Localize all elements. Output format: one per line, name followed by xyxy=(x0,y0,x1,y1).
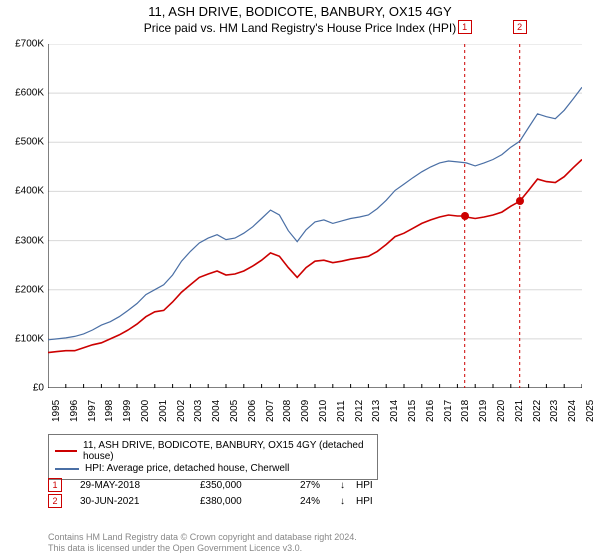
transaction-note: HPI xyxy=(356,496,396,507)
x-tick-label: 2009 xyxy=(300,400,311,422)
legend-swatch xyxy=(55,468,79,470)
x-tick-label: 2005 xyxy=(229,400,240,422)
legend-swatch xyxy=(55,450,77,452)
x-tick-label: 2003 xyxy=(193,400,204,422)
x-tick-label: 1999 xyxy=(122,400,133,422)
x-tick-label: 2024 xyxy=(567,400,578,422)
transaction-point xyxy=(516,197,524,205)
y-tick-label: £200K xyxy=(15,284,44,295)
x-tick-label: 2011 xyxy=(336,400,347,422)
transaction-row: 1 29-MAY-2018£350,00027%↓HPI xyxy=(48,478,548,492)
x-tick-label: 2004 xyxy=(211,400,222,422)
y-tick-label: £300K xyxy=(15,235,44,246)
page-title: 11, ASH DRIVE, BODICOTE, BANBURY, OX15 4… xyxy=(0,0,600,19)
x-tick-label: 2014 xyxy=(389,400,400,422)
y-tick-label: £400K xyxy=(15,186,44,197)
y-tick-label: £100K xyxy=(15,333,44,344)
x-tick-label: 2020 xyxy=(496,400,507,422)
x-tick-label: 2018 xyxy=(460,400,471,422)
x-axis: 1995 1996 1997 1998 1999 2000 2001 2002 2003 2004… xyxy=(48,390,582,434)
x-tick-label: 2021 xyxy=(514,400,525,422)
x-tick-label: 2002 xyxy=(176,400,187,422)
y-tick-label: £700K xyxy=(15,39,44,50)
legend-label: 11, ASH DRIVE, BODICOTE, BANBURY, OX15 4… xyxy=(83,440,371,462)
transaction-label-box: 2 xyxy=(513,20,527,34)
y-tick-label: £500K xyxy=(15,137,44,148)
x-tick-label: 2007 xyxy=(265,400,276,422)
x-tick-label: 2006 xyxy=(247,400,258,422)
transaction-row: 2 30-JUN-2021£380,00024%↓HPI xyxy=(48,494,548,508)
transaction-pct: 24% xyxy=(300,496,340,507)
x-tick-label: 2025 xyxy=(585,400,596,422)
x-tick-label: 1998 xyxy=(104,400,115,422)
legend-row: 11, ASH DRIVE, BODICOTE, BANBURY, OX15 4… xyxy=(55,440,371,462)
x-tick-label: 2010 xyxy=(318,400,329,422)
attribution-line: This data is licensed under the Open Gov… xyxy=(48,543,357,554)
attribution-line: Contains HM Land Registry data © Crown c… xyxy=(48,532,357,543)
transaction-price: £380,000 xyxy=(200,496,300,507)
x-tick-label: 2000 xyxy=(140,400,151,422)
transaction-list: 1 29-MAY-2018£350,00027%↓HPI 2 30-JUN-2021£… xyxy=(48,476,548,510)
x-tick-label: 2022 xyxy=(532,400,543,422)
attribution: Contains HM Land Registry data © Crown c… xyxy=(48,532,357,555)
y-tick-label: £0 xyxy=(33,383,44,394)
transaction-note: HPI xyxy=(356,480,396,491)
transaction-label-box: 1 xyxy=(458,20,472,34)
transaction-price: £350,000 xyxy=(200,480,300,491)
y-axis: £0£100K£200K£300K£400K£500K£600K£700K xyxy=(0,44,48,388)
x-tick-label: 2008 xyxy=(282,400,293,422)
transaction-number-box: 1 xyxy=(48,478,62,492)
legend-label: HPI: Average price, detached house, Cher… xyxy=(85,463,289,474)
chart-plot-area: 12 xyxy=(48,44,582,388)
x-tick-label: 2017 xyxy=(443,400,454,422)
transaction-pct: 27% xyxy=(300,480,340,491)
legend-row: HPI: Average price, detached house, Cher… xyxy=(55,463,371,474)
transaction-number-box: 2 xyxy=(48,494,62,508)
x-tick-label: 2023 xyxy=(549,400,560,422)
page-subtitle: Price paid vs. HM Land Registry's House … xyxy=(0,19,600,35)
x-tick-label: 2001 xyxy=(158,400,169,422)
x-tick-label: 2013 xyxy=(371,400,382,422)
x-tick-label: 2015 xyxy=(407,400,418,422)
x-tick-label: 2019 xyxy=(478,400,489,422)
y-tick-label: £600K xyxy=(15,88,44,99)
x-tick-label: 1996 xyxy=(69,400,80,422)
transaction-arrow: ↓ xyxy=(340,496,356,507)
x-tick-label: 1997 xyxy=(87,400,98,422)
transaction-date: 30-JUN-2021 xyxy=(80,496,200,507)
legend-box: 11, ASH DRIVE, BODICOTE, BANBURY, OX15 4… xyxy=(48,434,378,480)
x-tick-label: 2016 xyxy=(425,400,436,422)
transaction-date: 29-MAY-2018 xyxy=(80,480,200,491)
x-tick-label: 2012 xyxy=(354,400,365,422)
transaction-arrow: ↓ xyxy=(340,480,356,491)
x-tick-label: 1995 xyxy=(51,400,62,422)
transaction-point xyxy=(461,212,469,220)
